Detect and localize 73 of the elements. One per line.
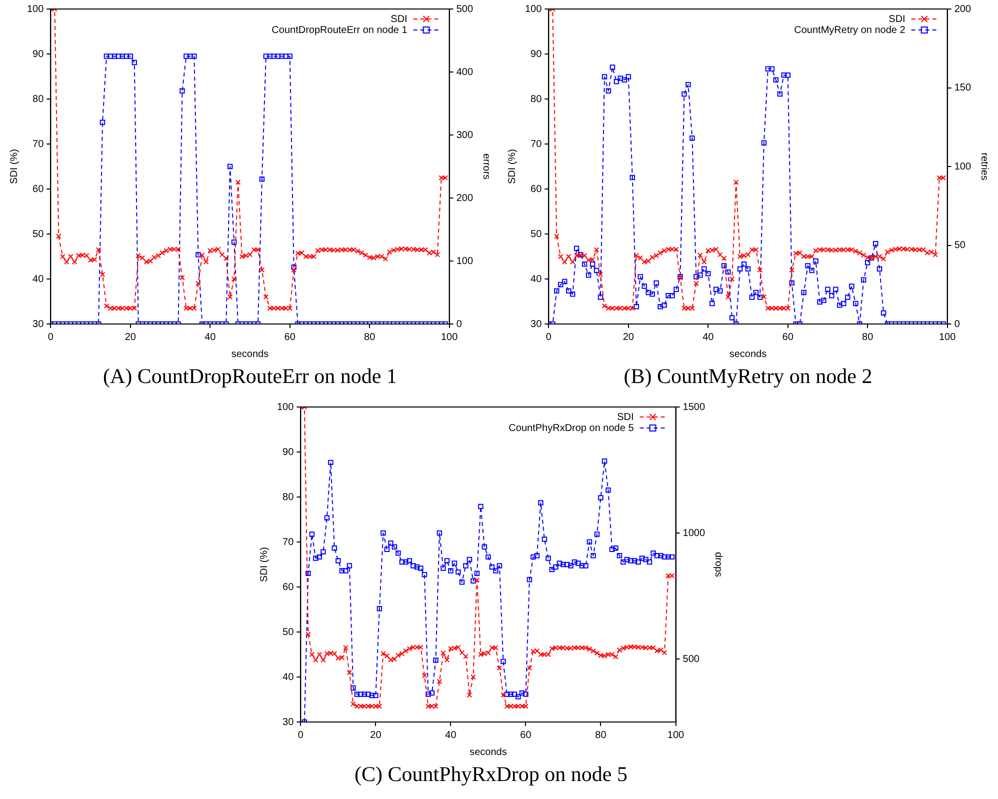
- x-tick-label: 80: [595, 730, 607, 741]
- y-axis-title: SDI (%): [506, 149, 518, 184]
- y2-tick-label: 500: [682, 654, 700, 665]
- y-tick-label: 60: [282, 582, 294, 593]
- y2-tick-label: 150: [954, 82, 972, 94]
- y-tick-label: 50: [530, 228, 542, 240]
- text: (A) CountDropRouteErr on node 1: [102, 364, 398, 389]
- text: (B) CountMyRetry on node 2: [622, 364, 874, 389]
- x-tick-label: 0: [546, 332, 552, 343]
- y2-tick-label: 50: [954, 240, 966, 251]
- y-tick-label: 100: [524, 4, 542, 15]
- y-tick-label: 80: [32, 94, 44, 105]
- y-tick-label: 90: [32, 48, 44, 60]
- y2-tick-label: 400: [456, 66, 474, 78]
- x-tick-label: 80: [862, 332, 874, 343]
- x-tick-label: 60: [782, 332, 794, 343]
- x-axis-title: seconds: [470, 746, 507, 758]
- x-tick-label: 20: [124, 332, 136, 343]
- x-tick-label: 0: [48, 332, 54, 343]
- x-tick-label: 100: [938, 332, 956, 343]
- legend-label: CountPhyRxDrop on node 5: [508, 422, 634, 434]
- y2-tick-label: 200: [954, 4, 972, 15]
- x-tick-label: 0: [298, 730, 304, 741]
- y-tick-label: 50: [32, 228, 44, 240]
- y-axis-title: SDI (%): [8, 149, 20, 184]
- x-tick-label: 100: [667, 730, 685, 741]
- x-axis-title: seconds: [231, 348, 269, 360]
- y2-tick-label: 1000: [682, 528, 706, 539]
- y-tick-label: 40: [530, 274, 542, 285]
- y-tick-label: 30: [282, 716, 294, 728]
- x-tick-label: 20: [622, 332, 634, 343]
- y-axis-title: SDI (%): [258, 547, 270, 582]
- y2-tick-label: 0: [954, 318, 960, 330]
- x-axis-title: seconds: [729, 348, 767, 360]
- y-tick-label: 30: [32, 318, 44, 330]
- y2-tick-label: 0: [456, 318, 462, 330]
- legend-label: SDI: [390, 14, 408, 25]
- y-tick-label: 40: [282, 672, 294, 683]
- legend-label: SDI: [617, 412, 634, 423]
- y-tick-label: 70: [282, 536, 294, 548]
- y2-axis-title: drops: [712, 552, 724, 578]
- y2-tick-label: 100: [456, 256, 474, 267]
- x-tick-label: 40: [702, 332, 714, 343]
- y2-axis-title: retries: [978, 152, 990, 180]
- y-tick-label: 80: [530, 94, 542, 105]
- y2-tick-label: 100: [954, 161, 972, 172]
- x-tick-label: 40: [204, 332, 216, 343]
- y-tick-label: 80: [282, 492, 294, 503]
- x-tick-label: 100: [440, 332, 458, 343]
- x-tick-label: 80: [364, 332, 376, 343]
- y2-tick-label: 500: [456, 4, 474, 15]
- legend-label: CountDropRouteErr on node 1: [272, 24, 408, 36]
- y-tick-label: 60: [32, 184, 44, 195]
- y-tick-label: 40: [32, 274, 44, 285]
- y-tick-label: 90: [282, 446, 294, 458]
- y-tick-label: 60: [530, 184, 542, 195]
- y-tick-label: 50: [282, 626, 294, 638]
- text: (C) CountPhyRxDrop on node 5: [354, 762, 628, 787]
- y-tick-label: 90: [530, 48, 542, 60]
- x-tick-label: 60: [520, 730, 532, 741]
- y2-tick-label: 300: [456, 130, 474, 141]
- y-tick-label: 70: [530, 138, 542, 150]
- x-tick-label: 20: [370, 730, 382, 741]
- y-tick-label: 70: [32, 138, 44, 150]
- x-tick-label: 40: [445, 730, 457, 741]
- y2-tick-label: 1500: [682, 402, 706, 413]
- legend-label: CountMyRetry on node 2: [794, 24, 906, 36]
- y-tick-label: 30: [530, 318, 542, 330]
- y-tick-label: 100: [276, 402, 294, 413]
- y2-tick-label: 200: [456, 192, 474, 204]
- legend-label: SDI: [888, 14, 906, 25]
- y-tick-label: 100: [26, 4, 44, 15]
- y2-axis-title: errors: [480, 153, 492, 180]
